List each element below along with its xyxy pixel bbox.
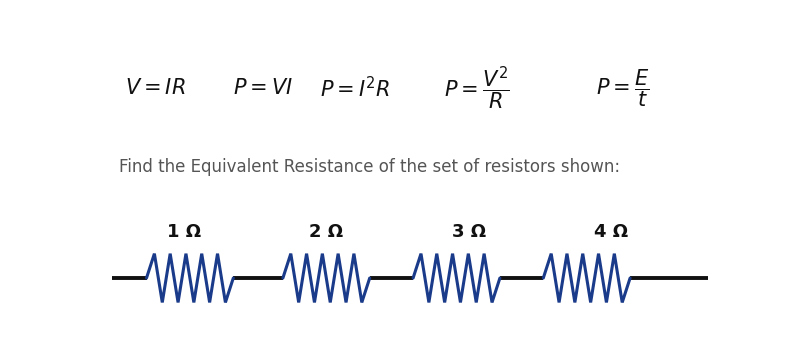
Text: 4 Ω: 4 Ω	[594, 223, 629, 241]
Text: $\mathit{P} = \mathit{VI}$: $\mathit{P} = \mathit{VI}$	[234, 78, 294, 98]
Text: $\mathit{P} = \dfrac{\mathit{E}}{\mathit{t}}$: $\mathit{P} = \dfrac{\mathit{E}}{\mathit…	[596, 68, 650, 109]
Text: $\mathit{V} = \mathit{IR}$: $\mathit{V} = \mathit{IR}$	[125, 78, 186, 98]
Text: 2 Ω: 2 Ω	[310, 223, 343, 241]
Text: 3 Ω: 3 Ω	[452, 223, 486, 241]
Text: 1 Ω: 1 Ω	[166, 223, 201, 241]
Text: Find the Equivalent Resistance of the set of resistors shown:: Find the Equivalent Resistance of the se…	[118, 158, 620, 176]
Text: $\mathit{P} = \mathit{I}^2\mathit{R}$: $\mathit{P} = \mathit{I}^2\mathit{R}$	[320, 76, 390, 101]
Text: $\mathit{P} = \dfrac{\mathit{V}^2}{\mathit{R}}$: $\mathit{P} = \dfrac{\mathit{V}^2}{\math…	[444, 64, 510, 112]
